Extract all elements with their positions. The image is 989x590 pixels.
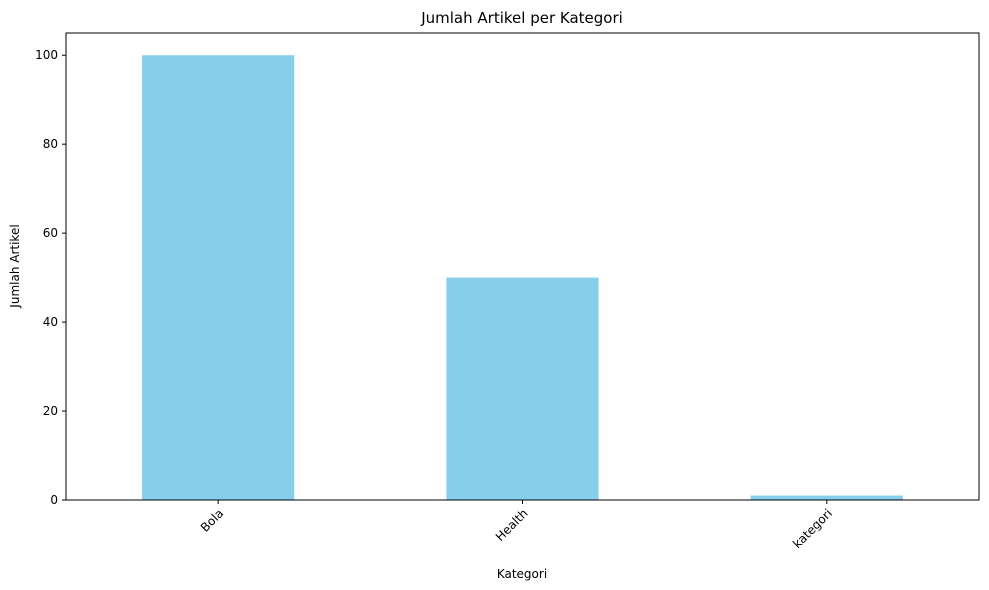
x-tick-label: Bola xyxy=(198,506,226,534)
y-axis-ticks: 0 20 40 60 80 100 xyxy=(35,48,66,507)
x-axis-ticks: Bola Health kategori xyxy=(198,500,835,551)
bar-health xyxy=(446,277,599,500)
y-tick-label: 80 xyxy=(43,137,58,151)
y-tick-label: 40 xyxy=(43,315,58,329)
y-tick-label: 100 xyxy=(35,48,58,62)
x-tick-label: kategori xyxy=(790,506,835,551)
bar-bola xyxy=(142,55,295,500)
x-axis-label: Kategori xyxy=(497,567,547,581)
bar-kategori xyxy=(750,495,903,500)
plot-frame xyxy=(65,32,980,501)
y-tick-label: 20 xyxy=(43,404,58,418)
x-tick-label: Health xyxy=(493,506,531,544)
bars-group xyxy=(142,55,903,500)
y-axis-label: Jumlah Artikel xyxy=(8,224,22,308)
y-tick-label: 60 xyxy=(43,226,58,240)
chart-title: Jumlah Artikel per Kategori xyxy=(420,9,623,27)
y-tick-label: 0 xyxy=(50,493,58,507)
